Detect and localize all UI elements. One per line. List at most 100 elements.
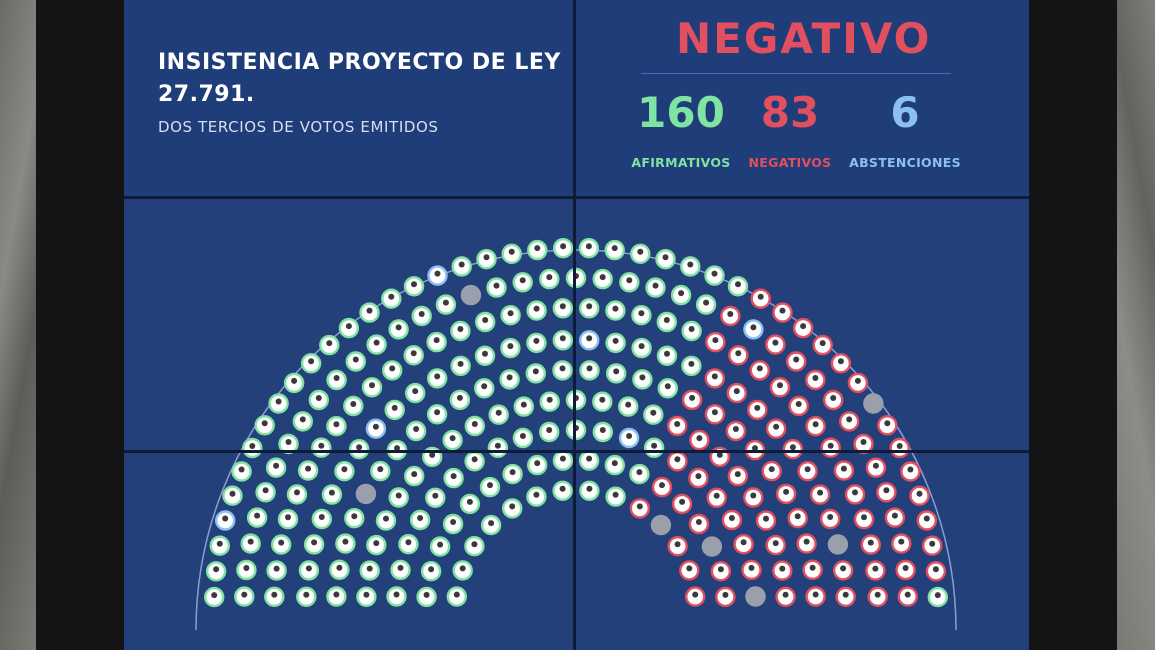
- seat-negative: [897, 586, 918, 607]
- seat-affirmative: [502, 463, 523, 485]
- seat-portrait-icon: [456, 394, 463, 401]
- seat-portrait-icon: [612, 305, 619, 312]
- seat-negative: [775, 586, 796, 607]
- seat-negative: [844, 484, 866, 505]
- seat-portrait-icon: [626, 433, 633, 439]
- seat-affirmative: [552, 450, 574, 471]
- seat-affirmative: [552, 330, 573, 351]
- seat-affirmative: [298, 560, 320, 581]
- seat-affirmative: [278, 433, 299, 455]
- negative-count: 83: [760, 88, 820, 137]
- seat-portrait-icon: [639, 374, 646, 381]
- seat-portrait-icon: [249, 443, 256, 449]
- seat-portrait-icon: [305, 565, 312, 572]
- seat-portrait-icon: [650, 409, 657, 416]
- seat-portrait-icon: [546, 274, 553, 281]
- seat-affirmative: [416, 586, 437, 608]
- seat-portrait-icon: [559, 485, 566, 492]
- seat-portrait-icon: [450, 519, 457, 525]
- seat-negative: [891, 533, 912, 554]
- seat-affirmative: [578, 450, 600, 471]
- seat-portrait-icon: [509, 503, 516, 510]
- seat-portrait-icon: [768, 466, 775, 473]
- seat-negative: [786, 351, 807, 372]
- seat-negative: [787, 508, 808, 529]
- seat-affirmative: [592, 421, 613, 443]
- seat-negative: [733, 534, 754, 555]
- seat-affirmative: [254, 415, 275, 436]
- seat-portrait-icon: [827, 514, 834, 520]
- seat-portrait-icon: [907, 466, 914, 473]
- seat-portrait-icon: [411, 281, 417, 288]
- seat-portrait-icon: [916, 490, 923, 497]
- seat-affirmative: [486, 277, 507, 298]
- seat-negative: [832, 560, 854, 581]
- seat-affirmative: [268, 393, 289, 414]
- seat-portrait-icon: [507, 343, 514, 350]
- seat-portrait-icon: [586, 365, 593, 372]
- seat-marker: [827, 534, 849, 555]
- seat-abstention: [214, 510, 236, 531]
- seat-affirmative: [326, 586, 347, 607]
- seat-negative: [749, 360, 770, 381]
- seat-portrait-icon: [222, 515, 229, 522]
- seat-affirmative: [500, 305, 521, 326]
- seat-affirmative: [552, 480, 573, 501]
- seat-portrait-icon: [482, 350, 488, 357]
- seat-portrait-icon: [884, 420, 891, 427]
- seat-affirmative: [384, 399, 405, 421]
- seat-portrait-icon: [366, 565, 373, 572]
- seat-negative: [853, 509, 875, 530]
- seat-marker: [745, 586, 766, 607]
- seat-affirmative: [321, 484, 343, 505]
- seat-affirmative: [501, 243, 522, 265]
- seat-portrait-icon: [896, 443, 903, 449]
- seat-affirmative: [605, 332, 626, 354]
- seat-portrait-icon: [793, 356, 800, 363]
- seat-negative: [909, 485, 930, 506]
- seat-portrait-icon: [326, 340, 333, 347]
- seat-negative: [727, 465, 748, 487]
- seat-affirmative: [382, 360, 403, 381]
- seat-portrait-icon: [482, 317, 489, 323]
- seat-negative: [889, 437, 910, 459]
- seat-portrait-icon: [902, 565, 909, 571]
- seat-negative: [884, 507, 906, 528]
- seat-affirmative: [390, 559, 411, 581]
- seat-affirmative: [435, 294, 457, 315]
- seat-portrait-icon: [674, 421, 681, 427]
- seat-portrait-icon: [506, 374, 513, 381]
- seat-portrait-icon: [777, 382, 783, 389]
- seat-affirmative: [442, 513, 464, 535]
- seat-portrait-icon: [898, 538, 905, 545]
- seat-affirmative: [618, 396, 639, 417]
- seat-portrait-icon: [243, 565, 250, 571]
- seat-portrait-icon: [318, 442, 325, 449]
- seat-portrait-icon: [434, 270, 441, 277]
- seat-portrait-icon: [559, 365, 566, 372]
- seat-portrait-icon: [612, 337, 619, 344]
- seat-portrait-icon: [391, 404, 398, 411]
- seat-portrait-icon: [428, 566, 435, 573]
- seat-affirmative: [292, 411, 314, 432]
- seat-negative: [651, 476, 673, 498]
- seat-affirmative: [449, 389, 471, 411]
- seat-affirmative: [632, 369, 653, 390]
- seat-negative: [775, 483, 797, 505]
- seat-portrait-icon: [285, 514, 291, 521]
- seat-portrait-icon: [817, 489, 824, 496]
- seat-affirmative: [381, 288, 402, 309]
- motion-title: INSISTENCIA PROYECTO DE LEY: [158, 50, 561, 75]
- seat-portrait-icon: [450, 473, 457, 480]
- seat-abstention: [618, 427, 640, 449]
- seat-portrait-icon: [638, 343, 645, 350]
- seat-affirmative: [359, 560, 380, 581]
- seat-affirmative: [681, 320, 702, 342]
- seat-portrait-icon: [586, 303, 593, 310]
- seat-portrait-icon: [779, 307, 786, 314]
- seat-affirmative: [657, 378, 678, 399]
- seat-portrait-icon: [328, 489, 335, 496]
- seat-portrait-icon: [352, 356, 359, 363]
- seat-affirmative: [209, 535, 231, 556]
- seat-portrait-icon: [626, 277, 633, 284]
